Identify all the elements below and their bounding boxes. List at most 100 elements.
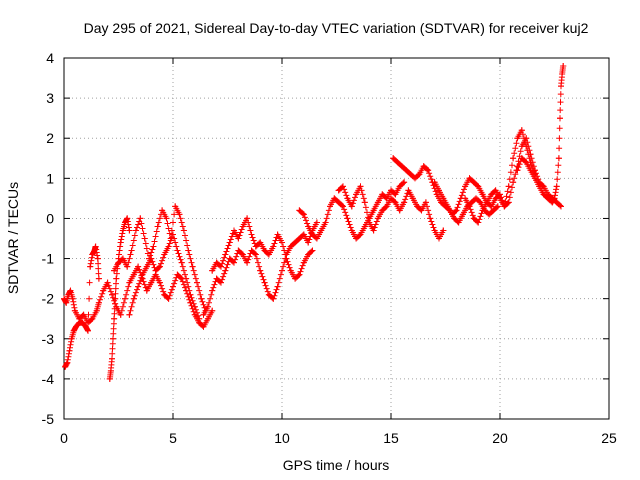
- data-point: [401, 179, 408, 186]
- data-point: [475, 219, 482, 226]
- data-point: [558, 83, 564, 90]
- data-point: [213, 275, 220, 282]
- data-point: [87, 263, 94, 270]
- data-point: [296, 235, 303, 242]
- data-point: [73, 323, 79, 330]
- data-point: [505, 183, 512, 190]
- data-point: [455, 219, 462, 226]
- data-point: [93, 307, 100, 314]
- data-point: [466, 175, 473, 182]
- chart-title: Day 295 of 2021, Sidereal Day-to-day VTE…: [84, 20, 589, 36]
- data-point: [296, 271, 303, 278]
- data-point: [374, 199, 381, 206]
- data-point: [231, 259, 237, 266]
- data-point: [122, 219, 128, 226]
- data-point: [335, 187, 342, 194]
- data-point: [141, 235, 148, 242]
- data-point: [416, 171, 423, 178]
- data-point: [405, 187, 412, 194]
- y-tick-label: -2: [42, 291, 55, 307]
- data-point: [126, 311, 133, 318]
- x-tick-label: 15: [383, 430, 399, 446]
- data-points: [61, 63, 567, 382]
- data-point: [257, 267, 264, 274]
- data-point: [492, 195, 499, 202]
- data-point: [523, 159, 530, 166]
- x-axis-label: GPS time / hours: [283, 457, 390, 473]
- data-point: [287, 243, 294, 250]
- data-point: [218, 263, 224, 270]
- data-point: [89, 315, 96, 322]
- data-point: [61, 295, 67, 302]
- data-point: [226, 255, 233, 262]
- data-point: [518, 143, 525, 150]
- data-point: [394, 159, 401, 166]
- data-point: [265, 251, 272, 258]
- data-point: [357, 183, 364, 190]
- data-point: [209, 267, 216, 274]
- data-point: [178, 259, 185, 266]
- data-point: [191, 303, 198, 310]
- data-point: [143, 287, 150, 294]
- data-point: [135, 283, 142, 290]
- data-point: [551, 195, 558, 202]
- data-point: [462, 195, 469, 202]
- series-track-e: [126, 231, 203, 322]
- data-point: [374, 215, 381, 222]
- data-point: [494, 203, 501, 210]
- data-point: [109, 355, 115, 362]
- data-point: [475, 183, 482, 190]
- data-point: [274, 231, 281, 238]
- data-point: [479, 207, 486, 214]
- x-tick-label: 10: [274, 430, 290, 446]
- data-point: [270, 243, 277, 250]
- data-point: [558, 203, 564, 210]
- data-point: [353, 191, 360, 198]
- data-point: [63, 299, 70, 306]
- data-point: [479, 191, 486, 198]
- data-point: [453, 207, 460, 214]
- y-tick-label: 3: [46, 90, 54, 106]
- data-point: [510, 155, 517, 162]
- data-point: [559, 71, 566, 77]
- data-point: [398, 163, 405, 170]
- data-point: [85, 319, 91, 326]
- data-point: [235, 235, 242, 242]
- data-point: [510, 179, 517, 186]
- data-point: [252, 243, 259, 250]
- data-point: [392, 191, 399, 198]
- data-point: [553, 183, 560, 190]
- data-point: [366, 219, 373, 226]
- data-point: [150, 243, 157, 250]
- data-point: [165, 243, 172, 250]
- data-point: [462, 183, 469, 190]
- data-point: [340, 203, 346, 210]
- data-point: [425, 167, 432, 174]
- data-point: [117, 239, 124, 246]
- data-point: [477, 199, 484, 206]
- data-point: [94, 255, 101, 262]
- data-point: [313, 235, 320, 242]
- data-point: [370, 207, 377, 214]
- data-point: [431, 227, 438, 234]
- grid-lines: [64, 58, 609, 419]
- data-point: [527, 151, 534, 158]
- data-point: [440, 195, 447, 202]
- data-point: [135, 263, 142, 270]
- y-axis-label: SDTVAR / TECUs: [5, 182, 21, 294]
- data-point: [113, 275, 120, 282]
- data-point: [388, 187, 394, 194]
- data-point: [409, 195, 416, 202]
- data-point: [148, 279, 155, 286]
- x-tick-label: 5: [169, 430, 177, 446]
- data-point: [163, 215, 170, 222]
- data-point: [300, 259, 307, 266]
- data-point: [418, 207, 425, 214]
- data-point: [357, 231, 364, 238]
- data-point: [555, 155, 562, 162]
- data-point: [536, 183, 543, 190]
- data-point: [132, 227, 139, 234]
- data-point: [518, 127, 525, 134]
- plot-frame: [63, 57, 610, 420]
- series-track-h: [296, 179, 408, 242]
